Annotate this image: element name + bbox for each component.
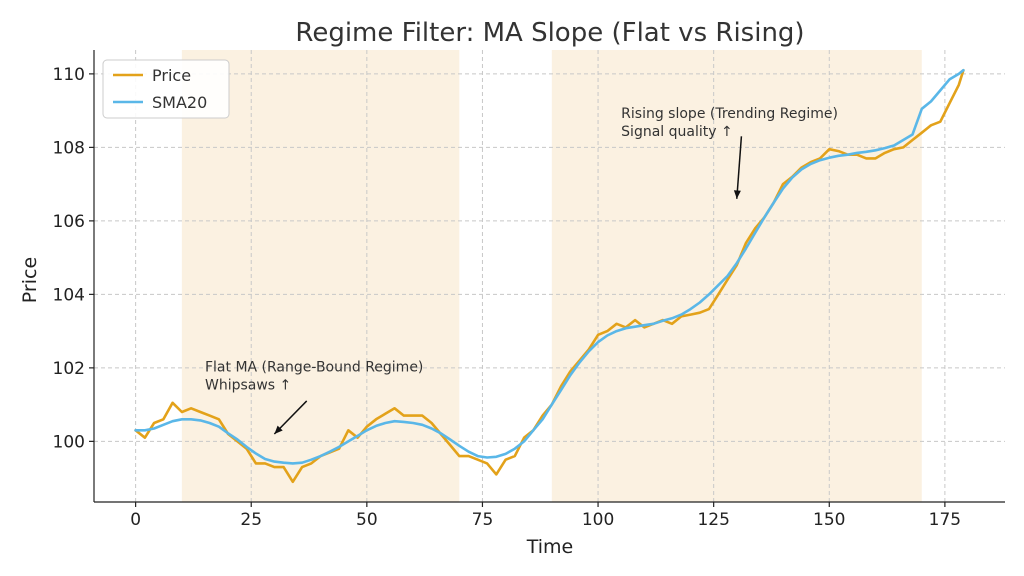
x-tick-label: 25 [240, 510, 262, 530]
y-tick-label: 100 [53, 432, 85, 452]
annotation-text-0: Flat MA (Range-Bound Regime) [205, 360, 423, 376]
annotation-layer: Flat MA (Range-Bound Regime) Whipsaws ↑ Ri… [205, 106, 838, 435]
y-tick-label: 102 [53, 359, 85, 379]
regime-band-0 [181, 50, 460, 502]
x-tick-label: 175 [929, 510, 961, 530]
annotation-text-0: Whipsaws ↑ [205, 378, 291, 394]
shading-layer [181, 50, 922, 502]
y-tick-label: 104 [53, 285, 85, 305]
annotation-text-1: Signal quality ↑ [621, 124, 733, 140]
annotation-text-1: Rising slope (Trending Regime) [621, 106, 838, 122]
legend-label-price: Price [152, 66, 191, 85]
x-tick-label: 0 [130, 510, 141, 530]
legend: Price SMA20 [102, 59, 230, 119]
y-tick-label: 106 [53, 212, 85, 232]
annotation-arrowhead-1 [733, 190, 741, 199]
annotation-arrow-1 [736, 136, 743, 199]
x-tick-label: 125 [697, 510, 729, 530]
chart-title: Regime Filter: MA Slope (Flat vs Rising) [295, 18, 804, 48]
axes-layer: 0 25 50 75 100 125 150 175 100 102 104 106 108 110 [53, 50, 1005, 530]
grid-layer [94, 50, 1005, 502]
series-line-sma20 [134, 68, 965, 465]
x-tick-label: 50 [356, 510, 378, 530]
x-tick-label: 100 [582, 510, 614, 530]
series-layer [134, 68, 965, 484]
y-tick-label: 110 [53, 65, 85, 85]
legend-label-sma20: SMA20 [152, 93, 207, 112]
x-tick-label: 150 [813, 510, 845, 530]
y-tick-label: 108 [53, 138, 85, 158]
y-axis-label: Price [19, 257, 41, 303]
x-tick-label: 75 [472, 510, 494, 530]
annotation-arrowhead-0 [274, 425, 283, 434]
x-axis-label: Time [526, 536, 574, 558]
regime-band-1 [551, 50, 922, 502]
